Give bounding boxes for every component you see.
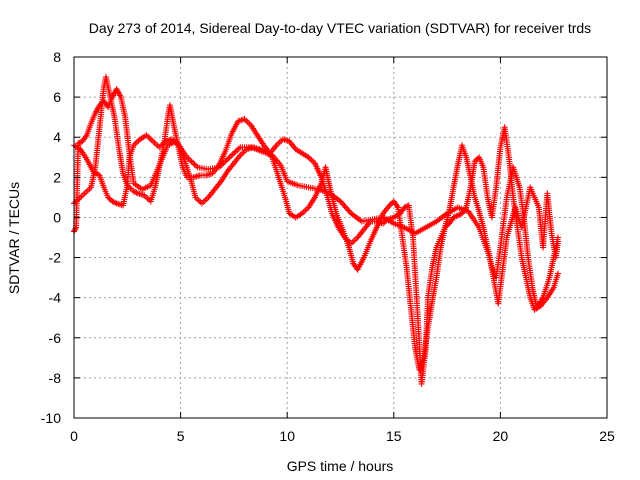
data-point xyxy=(554,270,561,277)
data-point xyxy=(234,147,241,154)
data-point xyxy=(340,201,347,208)
x-tick-labels: 0 5 10 15 20 25 xyxy=(70,428,615,444)
data-point xyxy=(231,149,238,156)
data-point xyxy=(345,207,352,214)
x-tick-label: 5 xyxy=(177,428,185,444)
x-tick-label: 0 xyxy=(70,428,78,444)
data-point xyxy=(71,227,78,234)
y-tick-label: -4 xyxy=(49,290,62,306)
data-point xyxy=(96,102,103,109)
data-point xyxy=(109,198,116,205)
data-point xyxy=(132,189,139,196)
data-point xyxy=(451,213,458,220)
y-tick-label: 6 xyxy=(53,89,61,105)
data-point xyxy=(453,213,460,220)
data-point xyxy=(187,157,194,164)
data-point xyxy=(338,199,345,206)
data-point xyxy=(344,205,351,212)
data-point xyxy=(441,224,448,231)
data-point xyxy=(346,208,353,215)
data-point xyxy=(456,211,463,218)
y-tick-label: 2 xyxy=(53,169,61,185)
data-point xyxy=(226,154,233,161)
data-point xyxy=(190,160,197,167)
y-tick-label: -2 xyxy=(49,250,62,266)
y-tick-label: 4 xyxy=(53,129,61,145)
data-point xyxy=(554,238,561,245)
y-tick-label: -10 xyxy=(41,410,61,426)
chart-title: Day 273 of 2014, Sidereal Day-to-day VTE… xyxy=(89,20,591,36)
data-point xyxy=(133,189,140,196)
x-tick-label: 15 xyxy=(386,428,402,444)
data-point xyxy=(380,220,387,227)
data-point xyxy=(76,139,83,146)
data-point xyxy=(72,225,79,232)
data-point xyxy=(450,214,457,221)
data-point xyxy=(112,199,119,206)
data-point xyxy=(130,188,137,195)
data-point xyxy=(471,158,478,165)
data-point xyxy=(235,145,242,152)
data-point xyxy=(188,158,195,165)
data-point xyxy=(106,195,113,202)
data-point xyxy=(342,204,349,211)
data-point xyxy=(110,199,117,206)
x-axis-label: GPS time / hours xyxy=(287,458,394,474)
y-tick-label: 0 xyxy=(53,209,61,225)
data-point xyxy=(75,140,82,147)
x-tick-label: 10 xyxy=(279,428,295,444)
data-point xyxy=(229,151,236,158)
data-points-layer xyxy=(71,74,561,387)
data-point xyxy=(473,156,480,163)
data-point xyxy=(105,194,112,201)
y-tick-label: 8 xyxy=(53,49,61,65)
y-tick-labels: -10 -8 -6 -4 -2 0 2 4 6 8 xyxy=(41,49,61,426)
data-point xyxy=(225,155,232,162)
x-tick-label: 20 xyxy=(493,428,509,444)
data-point xyxy=(191,161,198,168)
data-point xyxy=(232,148,239,155)
data-point xyxy=(454,212,461,219)
y-tick-label: -6 xyxy=(49,330,62,346)
plot-frame xyxy=(73,56,608,419)
y-tick-label: -8 xyxy=(49,370,62,386)
series-trace-c xyxy=(71,86,561,307)
ticks-layer xyxy=(73,56,608,419)
data-point xyxy=(402,203,409,210)
data-point xyxy=(443,223,450,230)
series-trace-b xyxy=(71,74,561,387)
x-tick-label: 25 xyxy=(599,428,615,444)
y-axis-label: SDTVAR / TECUs xyxy=(6,182,22,294)
data-point xyxy=(341,202,348,209)
grid-layer xyxy=(74,57,607,418)
data-point xyxy=(228,152,235,159)
data-point xyxy=(386,202,393,209)
